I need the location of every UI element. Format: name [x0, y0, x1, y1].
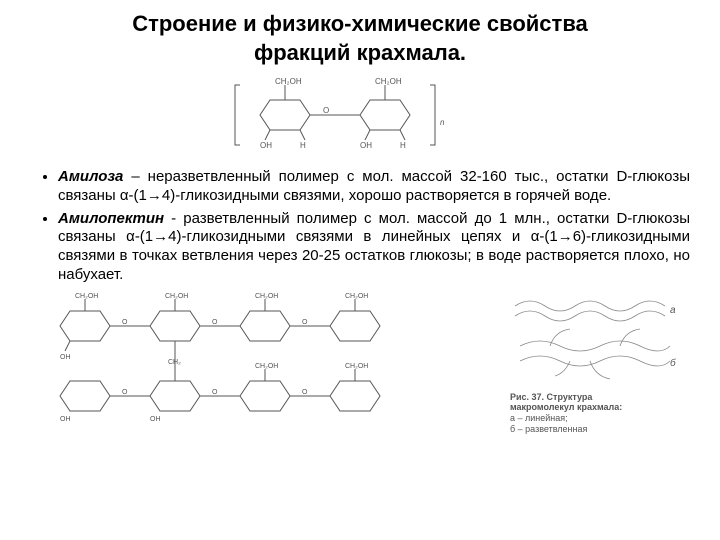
- svg-text:OH: OH: [60, 354, 71, 361]
- svg-text:O: O: [122, 389, 128, 396]
- svg-text:CH₂OH: CH₂OH: [165, 293, 188, 300]
- svg-text:OH: OH: [260, 141, 272, 150]
- bullet-1: Амилоза – неразветвленный полимер с мол.…: [58, 168, 690, 206]
- figure-caption: Рис. 37. Структура макромолекул крахмала…: [510, 392, 690, 435]
- svg-text:O: O: [323, 106, 329, 115]
- macromolecule-svg: а б: [510, 291, 680, 386]
- bullet-2: Амилопектин - разветвленный полимер с мо…: [58, 210, 690, 285]
- bullet-1-term: Амилоза: [58, 168, 123, 185]
- amylopectin-structure: CH₂OH CH₂OH CH₂OH CH₂OH O O O OH CH₂ CH₂…: [30, 291, 510, 441]
- svg-text:OH: OH: [150, 416, 161, 423]
- title-line-1: Строение и физико-химические свойства: [132, 11, 588, 36]
- svg-text:CH₂: CH₂: [168, 359, 181, 366]
- svg-text:CH₂OH: CH₂OH: [345, 293, 368, 300]
- svg-text:OH: OH: [360, 141, 372, 150]
- svg-text:O: O: [122, 319, 128, 326]
- svg-text:CH₂OH: CH₂OH: [255, 293, 278, 300]
- svg-text:CH₂OH: CH₂OH: [345, 363, 368, 370]
- svg-text:H: H: [400, 141, 406, 150]
- slide: Строение и физико-химические свойства фр…: [0, 0, 720, 451]
- title-line-2: фракций крахмала.: [254, 40, 466, 65]
- bullet-list: Амилоза – неразветвленный полимер с мол.…: [30, 168, 690, 285]
- svg-text:б: б: [670, 357, 676, 369]
- caption-4: б – разветвленная: [510, 424, 587, 434]
- svg-text:n: n: [440, 118, 445, 127]
- amylose-structure: CH₂OH CH₂OH O OH H OH H n: [30, 75, 690, 160]
- svg-text:OH: OH: [60, 416, 71, 423]
- svg-text:CH₂OH: CH₂OH: [275, 77, 302, 86]
- caption-2: макромолекул крахмала:: [510, 402, 622, 412]
- bottom-area: CH₂OH CH₂OH CH₂OH CH₂OH O O O OH CH₂ CH₂…: [30, 291, 690, 441]
- svg-text:CH₂OH: CH₂OH: [375, 77, 402, 86]
- svg-text:CH₂OH: CH₂OH: [255, 363, 278, 370]
- svg-text:H: H: [300, 141, 306, 150]
- svg-text:CH₂OH: CH₂OH: [75, 293, 98, 300]
- slide-title: Строение и физико-химические свойства фр…: [30, 10, 690, 67]
- bullet-1-text: – неразветвленный полимер с мол. массой …: [58, 168, 690, 204]
- svg-text:O: O: [212, 389, 218, 396]
- caption-3: а – линейная;: [510, 413, 568, 423]
- amylose-svg: CH₂OH CH₂OH O OH H OH H n: [210, 75, 510, 155]
- amylopectin-svg: CH₂OH CH₂OH CH₂OH CH₂OH O O O OH CH₂ CH₂…: [30, 291, 450, 436]
- svg-text:а: а: [670, 305, 676, 316]
- caption-1: Рис. 37. Структура: [510, 392, 592, 402]
- macromolecule-figure: а б Рис. 37. Структура макромолекул крах…: [510, 291, 690, 441]
- bullet-2-term: Амилопектин: [58, 210, 164, 227]
- svg-text:O: O: [302, 319, 308, 326]
- svg-text:O: O: [302, 389, 308, 396]
- svg-text:O: O: [212, 319, 218, 326]
